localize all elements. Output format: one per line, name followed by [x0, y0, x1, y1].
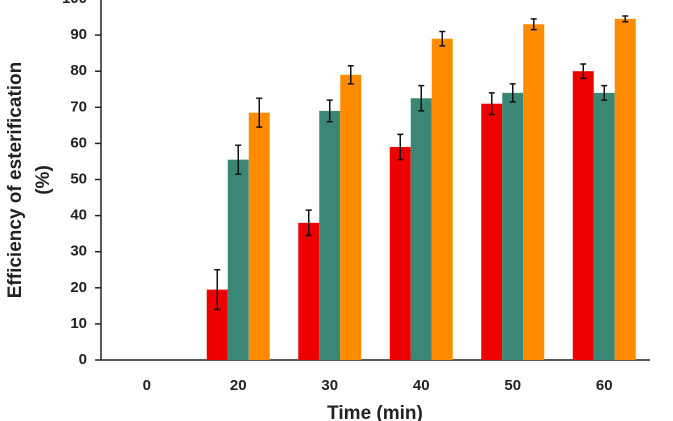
y-axis-label: Efficiency of esterification	[5, 62, 26, 299]
error-bar	[622, 15, 629, 23]
bar	[572, 71, 594, 360]
x-tick-label: 20	[230, 377, 247, 394]
bar	[227, 159, 249, 360]
error-bar	[601, 84, 608, 101]
bar	[319, 110, 341, 360]
bar	[523, 24, 545, 361]
error-bar	[580, 63, 587, 80]
bar	[410, 98, 432, 361]
error-bar	[347, 65, 354, 85]
y-tick-label: 30	[70, 243, 87, 260]
bar	[502, 92, 524, 361]
error-bar	[326, 99, 333, 123]
y-axis-label: (%)	[33, 165, 54, 195]
bar	[593, 92, 615, 361]
y-tick-label: 40	[70, 207, 87, 224]
x-tick-label: 40	[413, 377, 430, 394]
bar	[614, 18, 636, 360]
error-bar	[256, 97, 263, 128]
x-tick-label: 0	[143, 377, 151, 394]
error-bar	[235, 144, 242, 175]
y-tick-label: 60	[70, 134, 87, 151]
y-tick-label: 70	[70, 98, 87, 115]
x-tick-label: 30	[321, 377, 338, 394]
bar	[389, 147, 411, 360]
error-bar	[488, 92, 495, 116]
bar	[481, 103, 503, 360]
bar	[206, 289, 228, 360]
error-bar	[509, 83, 516, 103]
error-bar	[397, 133, 404, 161]
y-tick-label: 50	[70, 170, 87, 187]
error-bar	[305, 209, 312, 237]
y-tick-label: 0	[79, 351, 87, 368]
bar	[340, 74, 362, 360]
y-tick-label: 80	[70, 62, 87, 79]
bar	[431, 38, 453, 361]
y-tick-label: 100	[62, 0, 87, 7]
y-tick-label: 10	[70, 315, 87, 332]
x-tick-label: 60	[596, 377, 613, 394]
x-axis-label: Time (min)	[327, 403, 423, 421]
bar	[298, 222, 320, 360]
y-tick-label: 20	[70, 279, 87, 296]
error-bar	[418, 84, 425, 112]
y-tick-label: 90	[70, 26, 87, 43]
bar	[248, 112, 270, 360]
error-bar	[439, 30, 446, 47]
error-bar	[530, 18, 537, 31]
x-tick-label: 50	[504, 377, 521, 394]
error-bar	[214, 269, 221, 311]
